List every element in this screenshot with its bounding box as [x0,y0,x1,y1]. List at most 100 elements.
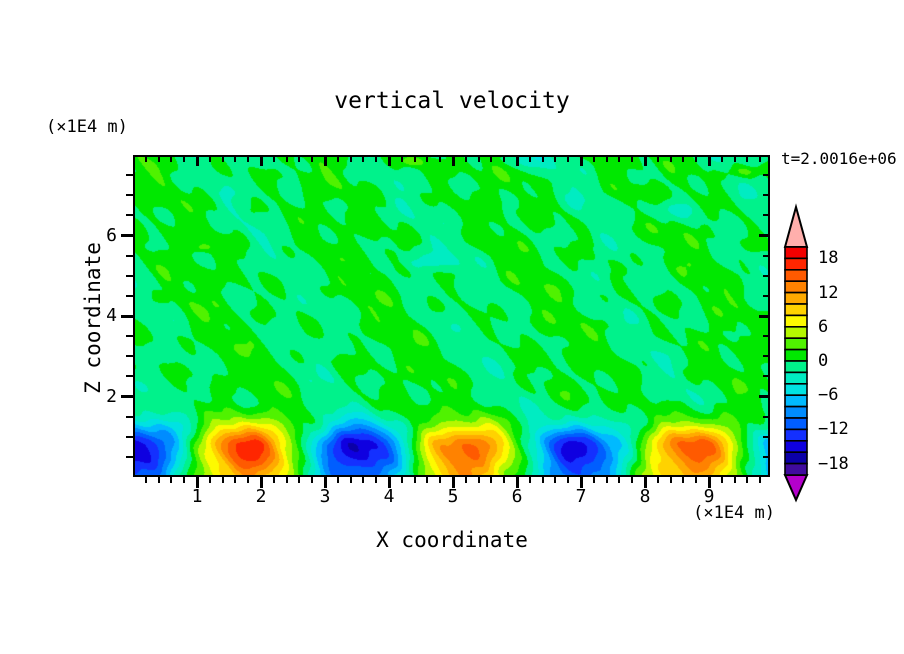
x-axis-minor-tick [375,477,378,483]
x-axis-top-minor-tick [336,157,339,162]
x-axis-top-minor-tick [426,157,429,162]
colorbar-cell [784,383,808,397]
x-axis-minor-tick [208,477,211,483]
colorbar-cell [784,337,808,351]
z-axis-minor-tick [126,435,133,438]
colorbar-cell [784,314,808,328]
z-axis-right-minor-tick [763,355,768,358]
x-axis-minor-tick [272,477,275,483]
x-axis-minor-tick [144,477,147,483]
x-axis-tick-label: 7 [575,486,587,507]
x-axis-minor-tick [183,477,186,483]
x-axis-tick-label: 9 [703,486,715,507]
colorbar-cell [784,451,808,465]
colorbar-cell [784,280,808,294]
z-axis-title: Z coordinate [81,242,105,394]
x-axis-top-minor-tick [567,157,570,162]
colorbar-tick-label: 0 [818,351,829,371]
x-axis-minor-tick [157,477,160,483]
x-axis-minor-tick [413,477,416,483]
x-axis-minor-tick [426,477,429,483]
x-axis-top-major-tick [451,157,455,166]
x-axis-minor-tick [221,477,224,483]
x-axis-minor-tick [618,477,621,483]
x-axis-top-minor-tick [618,157,621,162]
x-axis-top-major-tick [579,157,583,166]
x-axis-major-tick [195,477,199,488]
x-axis-top-minor-tick [695,157,698,162]
x-axis-major-tick [515,477,519,488]
z-axis-right-minor-tick [763,435,768,438]
x-axis-minor-tick [554,477,557,483]
x-axis-top-major-tick [643,157,647,166]
z-axis-right-major-tick [759,395,768,398]
x-axis-minor-tick [759,477,762,483]
x-axis-minor-tick [682,477,685,483]
x-axis-top-minor-tick [157,157,160,162]
x-axis-top-minor-tick [234,157,237,162]
x-axis-top-minor-tick [311,157,314,162]
x-axis-tick-label: 1 [191,486,203,507]
contour-field [133,155,770,477]
x-axis-top-minor-tick [503,157,506,162]
z-axis-right-minor-tick [763,415,768,418]
colorbar-cell [784,348,808,362]
x-axis-top-minor-tick [746,157,749,162]
x-axis-top-minor-tick [682,157,685,162]
colorbar-cell [784,394,808,408]
x-axis-top-minor-tick [656,157,659,162]
colorbar-cell [784,462,808,476]
z-axis-minor-tick [126,455,133,458]
z-axis-right-minor-tick [763,335,768,338]
x-axis-top-minor-tick [477,157,480,162]
x-axis-top-minor-tick [221,157,224,162]
z-axis-right-major-tick [759,234,768,237]
z-axis-right-major-tick [759,314,768,318]
z-axis-unit-label: (×1E4 m) [46,117,128,137]
z-axis-right-minor-tick [763,174,768,177]
x-axis-top-minor-tick [247,157,250,162]
z-axis-minor-tick [126,375,133,378]
z-axis-right-minor-tick [763,254,768,257]
x-axis-minor-tick [528,477,531,483]
x-axis-minor-tick [285,477,288,483]
x-axis-top-minor-tick [464,157,467,162]
x-axis-minor-tick [311,477,314,483]
x-axis-top-minor-tick [272,157,275,162]
x-axis-top-minor-tick [208,157,211,162]
x-axis-minor-tick [567,477,570,483]
x-axis-top-major-tick [323,157,327,166]
x-axis-minor-tick [439,477,442,483]
z-axis-minor-tick [126,294,133,297]
x-axis-top-major-tick [195,157,199,166]
x-axis-top-major-tick [387,157,391,166]
x-axis-top-minor-tick [720,157,723,162]
x-axis-top-minor-tick [170,157,173,162]
x-axis-major-tick [707,477,711,488]
x-axis-top-minor-tick [631,157,634,162]
colorbar-cell [784,326,808,340]
z-axis-major-tick [121,395,133,398]
x-axis-top-minor-tick [144,157,147,162]
z-axis-minor-tick [126,194,133,197]
z-axis-tick-label: 6 [106,224,117,246]
x-axis-minor-tick [733,477,736,483]
z-axis-major-tick [121,314,133,318]
x-axis-tick-label: 6 [511,486,523,507]
x-axis-minor-tick [247,477,250,483]
x-axis-top-minor-tick [669,157,672,162]
x-axis-top-minor-tick [554,157,557,162]
colorbar-cell [784,405,808,419]
colorbar-tick-label: −12 [818,419,849,440]
x-axis-unit-label: (×1E4 m) [693,503,775,523]
x-axis-tick-label: 2 [255,486,267,507]
z-axis-minor-tick [126,415,133,418]
x-axis-top-minor-tick [528,157,531,162]
z-axis-minor-tick [126,254,133,257]
x-axis-major-tick [643,477,647,488]
z-axis-right-minor-tick [763,294,768,297]
x-axis-top-minor-tick [375,157,378,162]
x-axis-major-tick [387,477,391,488]
colorbar-cell [784,360,808,374]
z-axis-tick-label: 2 [106,385,117,407]
